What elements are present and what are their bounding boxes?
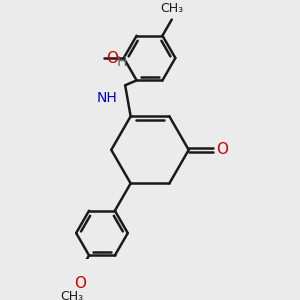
Text: CH₃: CH₃: [60, 290, 83, 300]
Text: O: O: [217, 142, 229, 158]
Text: H: H: [117, 55, 127, 69]
Text: NH: NH: [97, 91, 118, 105]
Text: CH₃: CH₃: [160, 2, 183, 15]
Text: O: O: [106, 50, 118, 65]
Text: O: O: [74, 276, 86, 291]
